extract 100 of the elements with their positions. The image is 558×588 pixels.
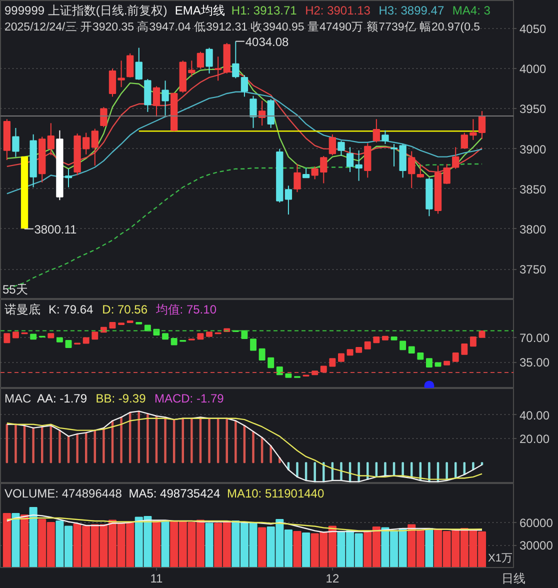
bar: [12, 332, 19, 338]
bar: [293, 531, 302, 568]
bar: [197, 333, 204, 340]
series-label: BB: -9.39: [96, 392, 146, 406]
bar: [258, 348, 266, 360]
chart-title: MAC: [4, 392, 32, 406]
bar: [478, 330, 486, 338]
candlestick: [355, 150, 362, 182]
candlestick: [284, 185, 292, 216]
annotation: 55天: [2, 282, 28, 296]
bar: [417, 352, 424, 360]
annotation: 4034.08: [245, 34, 290, 49]
text: 2025/12/24/三 开3920.35 高3947.04 低3912.31 收3940.95 量47490万 额7739亿 幅20.97(0.5: [4, 20, 480, 34]
chart-title: 999999 上证指数(日线.前复权): [4, 4, 168, 18]
candlestick: [135, 47, 142, 80]
bar: [425, 528, 434, 568]
bar: [82, 337, 90, 344]
bar: [29, 507, 38, 568]
chart-title: 诺曼底: [4, 302, 40, 316]
y-tick-label: 20.00: [520, 432, 550, 446]
annotation: MACD: -1.79: [154, 392, 224, 406]
y-axis-title: X1万: [488, 552, 513, 564]
bar: [444, 360, 450, 366]
bar: [206, 332, 212, 337]
bar: [20, 514, 29, 568]
candlestick: [338, 140, 345, 157]
candlestick: [126, 52, 134, 78]
candlestick: [328, 134, 336, 156]
bar: [161, 521, 170, 568]
bar: [382, 336, 388, 340]
y-tick-label: 4050: [520, 22, 547, 36]
candlestick: [91, 128, 98, 166]
bar: [452, 352, 459, 362]
annotation: D: 70.56: [102, 302, 148, 316]
candlestick: [100, 106, 108, 128]
bar: [48, 333, 54, 338]
bar: [92, 332, 98, 340]
candlestick: [416, 164, 424, 178]
bar: [30, 334, 37, 340]
bar: [470, 336, 476, 347]
bar: [285, 373, 292, 378]
bar: [373, 336, 380, 344]
y-tick-label: 30000: [520, 538, 554, 552]
series-label: MA10: 511901440: [226, 486, 324, 500]
annotation: 均值: 75.10: [154, 302, 217, 316]
candlestick: [302, 168, 310, 178]
text: H3: 3899.47: [378, 4, 444, 18]
bar: [109, 322, 116, 329]
annotation: 3800.11: [34, 222, 78, 236]
candlestick: [250, 95, 257, 128]
bar: [258, 527, 266, 568]
text: H2: 3901.13: [305, 4, 371, 18]
x-tick-label: 12: [326, 572, 340, 586]
series-label: AA: -1.79: [36, 392, 88, 406]
bar: [268, 357, 274, 368]
bar: [65, 340, 72, 348]
bar: [400, 340, 406, 350]
candlestick: [12, 127, 20, 158]
candlestick: [232, 40, 240, 79]
bar: [276, 366, 283, 376]
bar: [2, 513, 11, 568]
bar: [241, 330, 248, 339]
y-tick-label: 3950: [520, 102, 547, 116]
bar: [338, 353, 344, 362]
y-tick-label: 60000: [520, 516, 554, 530]
bar: [346, 349, 354, 356]
y-tick-label: 3750: [520, 262, 547, 277]
series-label: MA5: 498735424: [128, 486, 220, 500]
x-axis-title: 日线: [502, 572, 526, 586]
candlestick: [196, 51, 204, 70]
y-tick-label: 3850: [520, 182, 547, 196]
bar: [461, 344, 468, 355]
bar: [12, 513, 20, 568]
legend-title: EMA均线: [174, 4, 225, 18]
candlestick: [382, 130, 389, 144]
line-series: [6, 517, 483, 532]
y-tick-label: 35.00: [520, 356, 550, 370]
bar: [302, 532, 310, 568]
candlestick: [294, 164, 301, 193]
y-tick-label: 70.00: [520, 331, 550, 346]
bar: [4, 333, 10, 344]
candlestick: [206, 47, 213, 74]
bar: [426, 358, 432, 368]
y-tick-label: 3800: [520, 222, 547, 236]
bar: [329, 358, 336, 367]
candlestick: [240, 74, 248, 98]
text: MA4: 3: [452, 4, 491, 18]
bar: [144, 324, 151, 332]
candlestick: [408, 150, 416, 189]
bar: [408, 346, 415, 354]
bar: [434, 362, 442, 367]
candlestick: [346, 146, 354, 173]
bar: [56, 337, 63, 342]
bar: [250, 338, 256, 351]
candlestick: [64, 168, 72, 188]
candlestick: [162, 80, 169, 118]
text: H1: 3913.71: [231, 4, 298, 18]
bar: [170, 338, 178, 346]
candlestick: [452, 146, 460, 170]
bar: [205, 522, 214, 568]
